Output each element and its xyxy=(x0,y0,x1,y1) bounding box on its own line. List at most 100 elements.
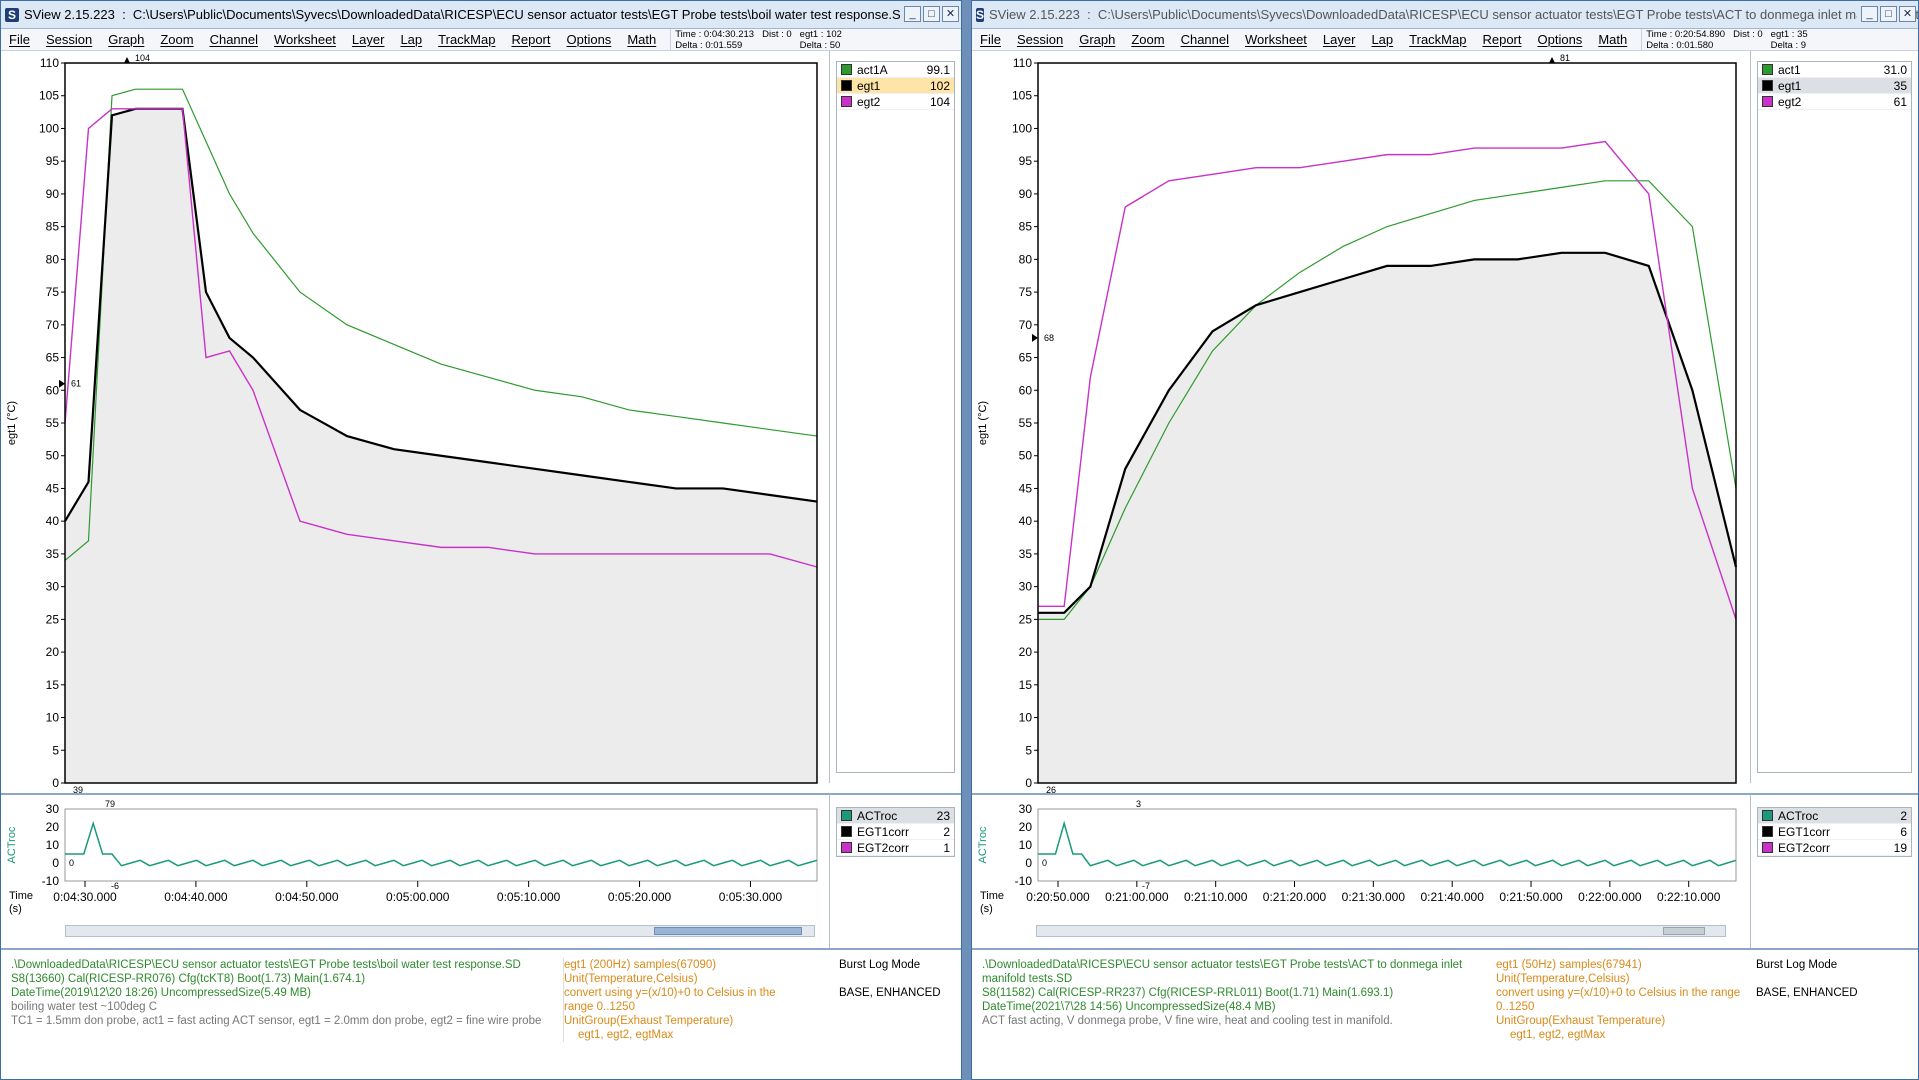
y-tick-label: 110 xyxy=(40,56,59,70)
menu-lap[interactable]: Lap xyxy=(1371,32,1394,47)
sub-y-axis-label: ACTroc xyxy=(6,826,18,863)
sub-plot[interactable]: 30 20 10 0 -10 ACTroc 3 0 -7 Time (s) 0:20:50.000 0:… xyxy=(972,793,1750,948)
minimize-button[interactable]: _ xyxy=(1861,6,1878,22)
legend-row-act1a[interactable]: act1A 99.1 xyxy=(837,62,954,78)
main-plot-svg[interactable]: 1101051009590858075706560555045403530252… xyxy=(1,51,829,793)
sview-window-left: S SView 2.15.223 : C:\Users\Public\Docum… xyxy=(0,0,962,1080)
menu-graph[interactable]: Graph xyxy=(1079,32,1116,47)
menu-math[interactable]: Math xyxy=(627,32,657,47)
legend-row-egt2[interactable]: egt2 104 xyxy=(837,94,954,110)
minimize-button[interactable]: _ xyxy=(904,6,921,22)
sub-y-tick-label: 30 xyxy=(1019,802,1033,816)
time-tick-label: 0:21:40.000 xyxy=(1420,890,1484,904)
close-button[interactable]: ✕ xyxy=(942,6,959,22)
menu-bar: File Session Graph Zoom Channel Workshee… xyxy=(1,29,961,51)
time-tick-label: 0:05:10.000 xyxy=(497,890,561,904)
time-tick-label: 0:21:20.000 xyxy=(1263,890,1327,904)
legend-row-egt1corr[interactable]: EGT1corr 6 xyxy=(1758,824,1911,840)
sub-y-tick-label: 20 xyxy=(46,820,60,834)
cursor-readout: Time : 0:04:30.213 Delta : 0:01.559 Dist … xyxy=(670,29,846,51)
y-tick-label: 25 xyxy=(46,612,60,626)
sub-plot-svg[interactable]: 30 20 10 0 -10 ACTroc 79 0 -6 Time(s) 0:04:30.000 0… xyxy=(1,795,829,948)
legend-row-egt1[interactable]: egt1 35 xyxy=(1758,78,1911,94)
sub-plot-frame xyxy=(64,808,818,882)
menu-options[interactable]: Options xyxy=(566,32,612,47)
sub-plot[interactable]: 30 20 10 0 -10 ACTroc 79 0 -6 Time (s) 0:04:30.000 0… xyxy=(1,793,829,948)
title-bar[interactable]: S SView 2.15.223 : C:\Users\Public\Docum… xyxy=(1,1,961,29)
y-tick-label: 5 xyxy=(1025,743,1032,757)
menu-worksheet[interactable]: Worksheet xyxy=(274,32,336,47)
channel-legend: act1 31.0 egt1 35 egt2 61 xyxy=(1750,51,1918,783)
readout-dist: Dist : 0 xyxy=(762,29,792,40)
menu-channel[interactable]: Channel xyxy=(1180,32,1230,47)
menu-graph[interactable]: Graph xyxy=(108,32,145,47)
maximize-button[interactable]: □ xyxy=(923,6,940,22)
title-bar[interactable]: S SView 2.15.223 : C:\Users\Public\Docum… xyxy=(972,1,1918,29)
legend-row-egt2corr[interactable]: EGT2corr 19 xyxy=(1758,840,1911,856)
time-scrollbar[interactable] xyxy=(1036,925,1726,937)
menu-layer[interactable]: Layer xyxy=(351,32,385,47)
top-cursor-arrow xyxy=(1549,57,1555,63)
y-tick-label: 50 xyxy=(1019,449,1033,463)
menu-layer[interactable]: Layer xyxy=(1322,32,1356,47)
y-axis-label: egt1 (°C) xyxy=(977,401,989,445)
sub-bottom-cursor-marker: -6 xyxy=(111,881,119,891)
main-plot-svg[interactable]: 1101051009590858075706560555045403530252… xyxy=(972,51,1750,793)
scroll-thumb[interactable] xyxy=(654,927,802,935)
menu-worksheet[interactable]: Worksheet xyxy=(1245,32,1307,47)
close-button[interactable]: ✕ xyxy=(1899,6,1916,22)
maximize-button[interactable]: □ xyxy=(1880,6,1897,22)
sub-y-tick-label: 0 xyxy=(52,856,59,870)
legend-row-actroc[interactable]: ACTroc 23 xyxy=(837,808,954,824)
window-gap xyxy=(962,0,971,1080)
series-line-actroc xyxy=(65,820,818,867)
series-line-egt1 xyxy=(1038,251,1738,614)
y-tick-label: 40 xyxy=(46,514,60,528)
readout-channel-delta: Delta : 50 xyxy=(799,39,841,51)
legend-row-egt2corr[interactable]: EGT2corr 1 xyxy=(837,840,954,856)
legend-swatch xyxy=(841,96,852,107)
menu-channel[interactable]: Channel xyxy=(209,32,259,47)
y-tick-label: 55 xyxy=(46,416,60,430)
legend-row-act1[interactable]: act1 31.0 xyxy=(1758,62,1911,78)
legend-row-actroc[interactable]: ACTroc 2 xyxy=(1758,808,1911,824)
top-cursor-arrow xyxy=(124,57,130,63)
y-tick-label: 75 xyxy=(1019,285,1033,299)
menu-report[interactable]: Report xyxy=(1482,32,1522,47)
menu-options[interactable]: Options xyxy=(1537,32,1583,47)
main-plot[interactable]: 110 105 100 95 90 85 80 75 70 65 60 55 50 45 40 35 30 25 2… xyxy=(1,51,829,793)
main-plot[interactable]: 110 105 100 95 90 85 80 75 70 65 60 55 50 45 40 35 30 25 2… xyxy=(972,51,1750,793)
y-tick-label: 90 xyxy=(1019,187,1033,201)
time-axis-unit: (s) xyxy=(980,903,993,915)
window-title: SView 2.15.223 : C:\Users\Public\Documen… xyxy=(24,7,911,22)
menu-trackmap[interactable]: TrackMap xyxy=(1409,32,1467,47)
legend-row-egt2[interactable]: egt2 61 xyxy=(1758,94,1911,110)
menu-lap[interactable]: Lap xyxy=(400,32,423,47)
time-scrollbar[interactable] xyxy=(65,925,815,937)
menu-math[interactable]: Math xyxy=(1598,32,1628,47)
menu-zoom[interactable]: Zoom xyxy=(160,32,194,47)
menu-zoom[interactable]: Zoom xyxy=(1131,32,1165,47)
menu-file[interactable]: File xyxy=(9,32,30,47)
menu-bar: File Session Graph Zoom Channel Workshee… xyxy=(972,29,1918,51)
y-tick-label: 0 xyxy=(52,776,59,790)
scroll-thumb[interactable] xyxy=(1663,927,1705,935)
time-axis-label: Time xyxy=(980,890,1004,902)
plot-frame xyxy=(64,62,818,784)
sub-legend: ACTroc 23 EGT1corr 2 EGT2corr 1 xyxy=(829,793,961,948)
menu-session[interactable]: Session xyxy=(1016,32,1064,47)
y-tick-label: 75 xyxy=(46,285,60,299)
y-tick-label: 100 xyxy=(1012,121,1032,135)
time-tick-label: 0:22:10.000 xyxy=(1657,890,1721,904)
menu-session[interactable]: Session xyxy=(45,32,93,47)
sview-window-right: S SView 2.15.223 : C:\Users\Public\Docum… xyxy=(971,0,1919,1080)
menu-trackmap[interactable]: TrackMap xyxy=(438,32,496,47)
y-tick-label: 55 xyxy=(1019,416,1033,430)
time-tick-label: 0:21:00.000 xyxy=(1105,890,1169,904)
legend-row-egt1corr[interactable]: EGT1corr 2 xyxy=(837,824,954,840)
menu-file[interactable]: File xyxy=(980,32,1001,47)
file-info: .\DownloadedData\RICESP\ECU sensor actua… xyxy=(982,959,1463,1027)
menu-report[interactable]: Report xyxy=(511,32,551,47)
legend-row-egt1[interactable]: egt1 102 xyxy=(837,78,954,94)
